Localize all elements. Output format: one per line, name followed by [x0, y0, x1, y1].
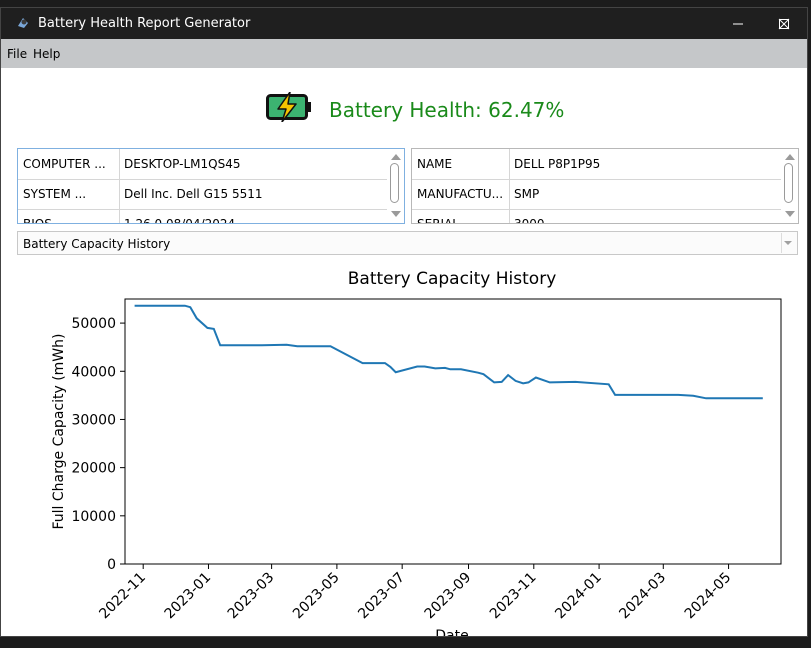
table-row: SERIAL 3000 — [412, 209, 798, 224]
table-cell-value: 1.26.0 08/04/2024 — [124, 217, 236, 224]
x-tick-label: 2023-07 — [355, 570, 408, 623]
table-cell-key: SERIAL — [412, 209, 510, 223]
minimize-button[interactable] — [715, 8, 761, 39]
table-row: COMPUTER ... DESKTOP-LM1QS45 — [18, 149, 404, 180]
table-cell-value: 3000 — [514, 217, 545, 224]
vertical-scrollbar[interactable] — [387, 149, 404, 223]
x-tick-label: 2023-09 — [422, 570, 475, 623]
x-axis-label: Date — [435, 628, 468, 637]
y-tick-label: 0 — [107, 557, 116, 573]
y-tick-label: 30000 — [71, 412, 116, 428]
scroll-thumb[interactable] — [390, 163, 399, 203]
menu-help[interactable]: Help — [33, 47, 61, 61]
table-cell-value: DELL P8P1P95 — [514, 157, 601, 171]
minimize-icon — [733, 23, 743, 25]
table-row: BIOS 1.26.0 08/04/2024 — [18, 209, 404, 224]
scroll-up-icon[interactable] — [785, 154, 795, 160]
x-tick-label: 2024-03 — [616, 570, 669, 623]
table-cell-key: MANUFACTU... — [412, 179, 510, 209]
chart-select-dropdown[interactable]: Battery Capacity History — [17, 231, 798, 255]
scroll-down-icon[interactable] — [785, 211, 795, 217]
scroll-thumb[interactable] — [784, 163, 793, 203]
table-cell-key: COMPUTER ... — [18, 149, 120, 179]
close-icon — [778, 18, 790, 30]
battery-charging-icon — [266, 92, 311, 122]
maximize-button[interactable] — [715, 8, 789, 39]
y-tick-label: 40000 — [71, 364, 116, 380]
x-tick-label: 2024-01 — [552, 570, 605, 623]
system-info-table[interactable]: COMPUTER ... DESKTOP-LM1QS45 SYSTEM ... … — [17, 148, 405, 224]
vertical-scrollbar[interactable] — [781, 149, 798, 223]
table-row: NAME DELL P8P1P95 — [412, 149, 798, 180]
y-axis-label: Full Charge Capacity (mWh) — [51, 334, 67, 530]
battery-info-table[interactable]: NAME DELL P8P1P95 MANUFACTU... SMP SERIA… — [411, 148, 799, 224]
capacity-chart: Battery Capacity History Full Charge Cap… — [51, 269, 782, 637]
table-cell-key: SYSTEM ... — [18, 179, 120, 209]
table-row: MANUFACTU... SMP — [412, 179, 798, 210]
x-tick-label: 2023-01 — [162, 570, 215, 623]
y-tick-label: 10000 — [71, 509, 116, 525]
chevron-down-icon[interactable] — [781, 233, 795, 253]
table-cell-key: BIOS — [18, 209, 120, 223]
maximize-icon — [779, 19, 789, 29]
series-line — [134, 304, 763, 400]
table-row: SYSTEM ... Dell Inc. Dell G15 5511 — [18, 179, 404, 210]
app-window: Battery Health Report Generator — [0, 7, 808, 637]
menu-bar: File Help — [1, 39, 807, 68]
x-tick-label: 2023-03 — [225, 570, 278, 623]
y-tick-label: 50000 — [71, 316, 116, 332]
title-bar[interactable]: Battery Health Report Generator — [1, 8, 807, 39]
table-cell-key: NAME — [412, 149, 510, 179]
x-tick-label: 2023-11 — [487, 570, 540, 623]
battery-health-text: Battery Health: 62.47% — [329, 98, 565, 122]
close-button[interactable] — [761, 8, 807, 39]
battery-health-banner: Battery Health: 62.47% — [1, 88, 807, 128]
scroll-up-icon[interactable] — [391, 154, 401, 160]
dropdown-selected-value: Battery Capacity History — [23, 237, 171, 251]
scroll-down-icon[interactable] — [391, 211, 401, 217]
app-icon — [18, 18, 28, 28]
plot-area — [124, 298, 782, 565]
table-cell-value: DESKTOP-LM1QS45 — [124, 157, 241, 171]
table-cell-value: Dell Inc. Dell G15 5511 — [124, 187, 263, 201]
x-tick-label: 2024-05 — [682, 570, 735, 623]
x-tick-label: 2022-11 — [96, 570, 149, 623]
chart-title: Battery Capacity History — [348, 269, 557, 289]
y-tick-label: 20000 — [71, 461, 116, 477]
x-tick-label: 2023-05 — [290, 570, 343, 623]
table-cell-value: SMP — [514, 187, 540, 201]
menu-file[interactable]: File — [7, 47, 28, 61]
window-title: Battery Health Report Generator — [38, 16, 251, 31]
